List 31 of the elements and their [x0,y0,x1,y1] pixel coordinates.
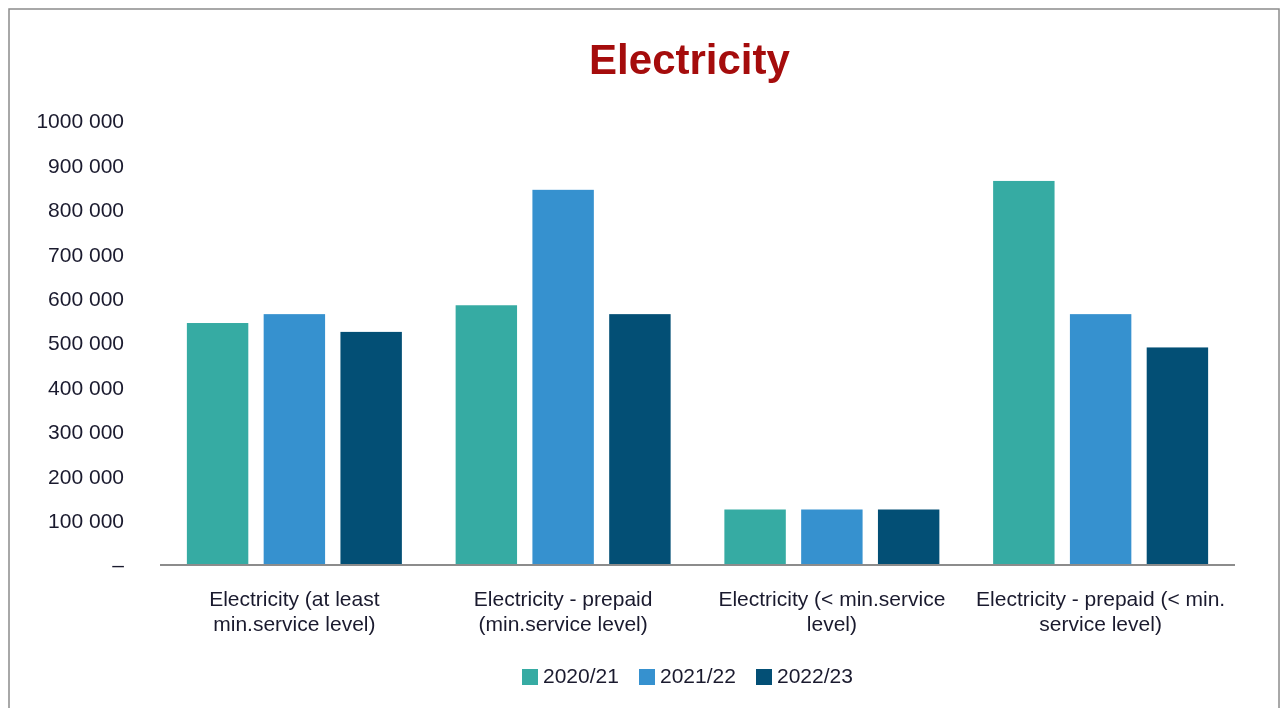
bar [340,331,402,565]
y-tick-label: 1000 000 [36,109,124,133]
x-tick-label: Electricity (< min.service level) [718,587,946,635]
y-tick-label: 500 000 [48,331,124,355]
bar [1146,347,1209,565]
y-tick-label: 600 000 [48,286,124,310]
bar [263,314,326,565]
bar [1069,314,1132,565]
bar [532,189,594,565]
x-tick-label: Electricity - prepaid (< min. service level) [976,587,1226,635]
y-tick-label: 900 000 [48,153,124,177]
y-tick-label: 200 000 [48,464,124,488]
bar [609,314,671,565]
bar [186,323,249,565]
bar [801,509,863,565]
y-tick-label: 100 000 [48,508,124,532]
bar [993,180,1055,565]
bar [877,509,940,565]
y-tick-label: 800 000 [48,198,124,222]
legend-label: 2021/22 [660,664,736,687]
y-tick-label: 700 000 [48,242,124,266]
y-tick-label: – [112,553,125,577]
chart-title: Electricity [589,36,791,83]
y-tick-label: 300 000 [48,420,124,444]
bar [455,305,518,565]
legend-label: 2020/21 [543,664,619,687]
x-tick-label: Electricity - prepaid (min.service level) [473,587,653,635]
x-tick-label: Electricity (at least min.service level) [209,587,380,635]
bar [724,509,786,565]
legend-label: 2022/23 [777,664,853,687]
y-tick-label: 400 000 [48,375,124,399]
